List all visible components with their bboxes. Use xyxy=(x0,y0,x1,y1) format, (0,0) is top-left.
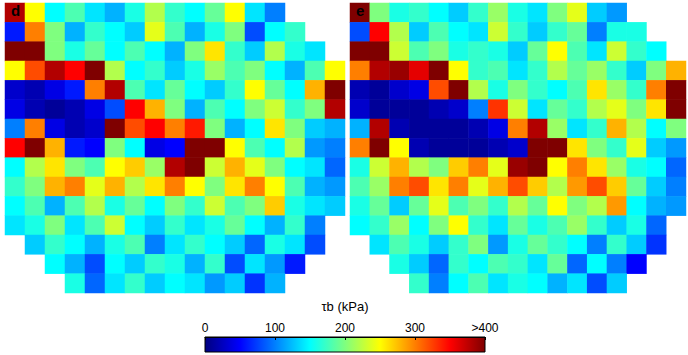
svg-text:100: 100 xyxy=(265,321,285,335)
svg-text:>400: >400 xyxy=(471,321,498,335)
svg-text:e: e xyxy=(356,2,364,19)
svg-text:τb (kPa): τb (kPa) xyxy=(321,299,368,314)
svg-text:200: 200 xyxy=(335,321,355,335)
svg-text:d: d xyxy=(11,2,20,19)
svg-text:0: 0 xyxy=(202,321,209,335)
svg-text:300: 300 xyxy=(405,321,425,335)
